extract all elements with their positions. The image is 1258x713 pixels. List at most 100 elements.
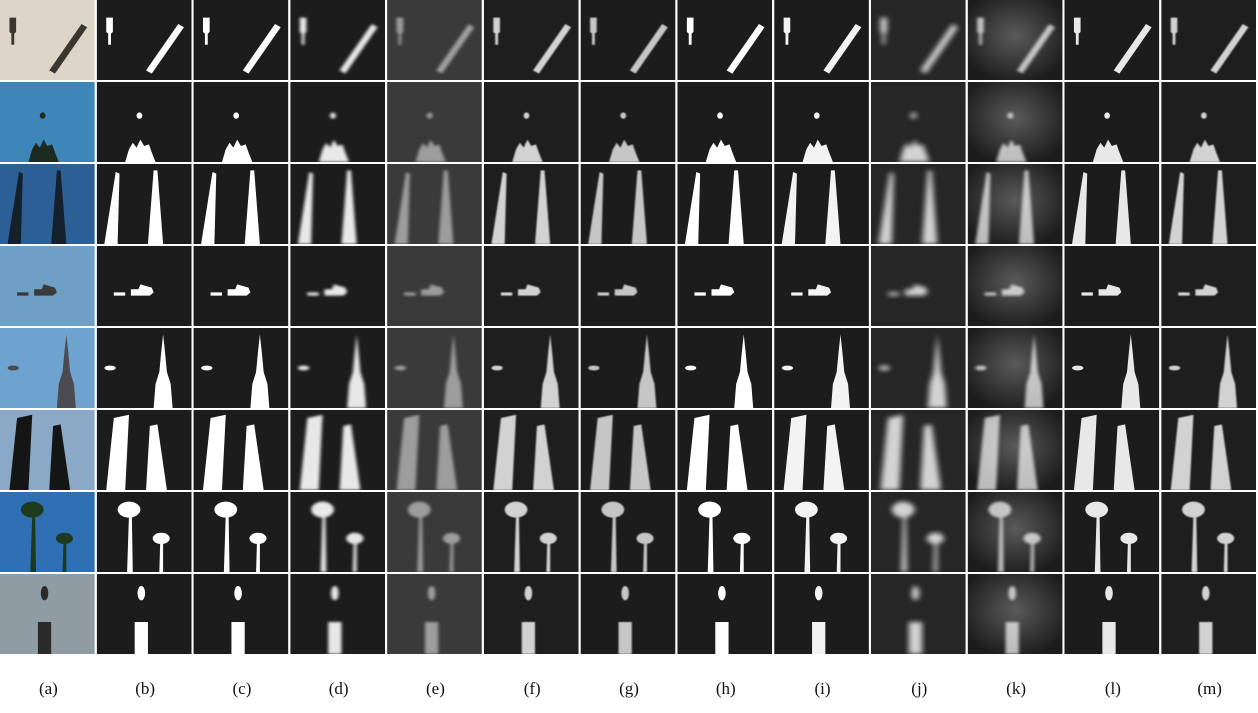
saliency-map [194, 164, 289, 244]
saliency-map [290, 164, 385, 244]
saliency-map [677, 0, 772, 80]
source-image [0, 492, 95, 572]
object-shape [911, 112, 917, 118]
object-shape [233, 112, 239, 118]
saliency-map [97, 164, 192, 244]
saliency-map [484, 246, 579, 326]
object-shape [307, 292, 318, 295]
saliency-map [871, 328, 966, 408]
saliency-map [1064, 328, 1159, 408]
saliency-map [484, 164, 579, 244]
saliency-map [194, 246, 289, 326]
saliency-map [1161, 574, 1256, 654]
saliency-map [871, 246, 966, 326]
object-shape [715, 622, 728, 654]
saliency-map [581, 492, 676, 572]
object-shape [1201, 112, 1207, 118]
saliency-map [1161, 0, 1256, 80]
saliency-map [774, 82, 869, 162]
object-shape [975, 366, 986, 371]
saliency-map [1064, 410, 1159, 490]
saliency-map [484, 410, 579, 490]
saliency-map [97, 328, 192, 408]
object-shape [909, 622, 922, 654]
saliency-map [97, 410, 192, 490]
object-shape [1102, 622, 1115, 654]
cell-background [581, 492, 676, 572]
column-label: (k) [1006, 679, 1026, 698]
column-label: (a) [39, 679, 58, 698]
object-shape [782, 366, 793, 371]
object-shape [588, 366, 599, 371]
cell-background [484, 0, 579, 80]
saliency-map [194, 82, 289, 162]
object-shape [524, 112, 530, 118]
saliency-map [290, 574, 385, 654]
saliency-map [97, 492, 192, 572]
cell-background [194, 492, 289, 572]
cell-background [387, 0, 482, 80]
source-image [0, 246, 95, 326]
source-image [0, 82, 95, 162]
saliency-map [871, 574, 966, 654]
saliency-map [97, 574, 192, 654]
saliency-map [97, 0, 192, 80]
saliency-map [290, 328, 385, 408]
saliency-map [677, 164, 772, 244]
saliency-map [194, 410, 289, 490]
saliency-map [968, 246, 1063, 326]
object-shape [201, 366, 212, 371]
saliency-map [677, 328, 772, 408]
saliency-map [581, 246, 676, 326]
object-shape [17, 292, 28, 295]
cell-background [871, 0, 966, 80]
cell-background [871, 492, 966, 572]
saliency-map [1161, 328, 1256, 408]
object-shape [815, 586, 823, 600]
saliency-map [484, 328, 579, 408]
saliency-map [387, 0, 482, 80]
object-shape [598, 292, 609, 295]
saliency-map [290, 410, 385, 490]
saliency-map [677, 492, 772, 572]
object-shape [38, 622, 51, 654]
saliency-map [484, 574, 579, 654]
saliency-map [484, 82, 579, 162]
column-label: (e) [426, 679, 445, 698]
column-label: (b) [135, 679, 155, 698]
object-shape [791, 292, 802, 295]
object-shape [138, 586, 146, 600]
cell-background [0, 492, 95, 572]
saliency-map [871, 0, 966, 80]
object-shape [137, 112, 143, 118]
object-shape [395, 366, 406, 371]
object-shape [1007, 112, 1013, 118]
object-shape [104, 366, 115, 371]
object-shape [298, 366, 309, 371]
saliency-map [968, 574, 1063, 654]
object-shape [427, 112, 433, 118]
object-shape [330, 112, 336, 118]
object-shape [135, 622, 148, 654]
column-label: (c) [232, 679, 251, 698]
object-shape [1178, 292, 1189, 295]
saliency-map [1161, 246, 1256, 326]
object-shape [1105, 586, 1113, 600]
column-label: (i) [815, 679, 831, 698]
saliency-map [1064, 492, 1159, 572]
column-label: (l) [1105, 679, 1121, 698]
saliency-map [387, 492, 482, 572]
object-shape [328, 622, 341, 654]
object-shape [40, 112, 46, 118]
source-image [0, 328, 95, 408]
figure: (a)(b)(c)(d)(e)(f)(g)(h)(i)(j)(k)(l)(m) [0, 0, 1258, 708]
saliency-map [581, 410, 676, 490]
saliency-map [581, 164, 676, 244]
object-shape [1199, 622, 1212, 654]
saliency-map [387, 328, 482, 408]
source-image [0, 164, 95, 244]
object-shape [718, 586, 726, 600]
cell-background [968, 492, 1063, 572]
saliency-map [581, 82, 676, 162]
object-shape [41, 586, 49, 600]
